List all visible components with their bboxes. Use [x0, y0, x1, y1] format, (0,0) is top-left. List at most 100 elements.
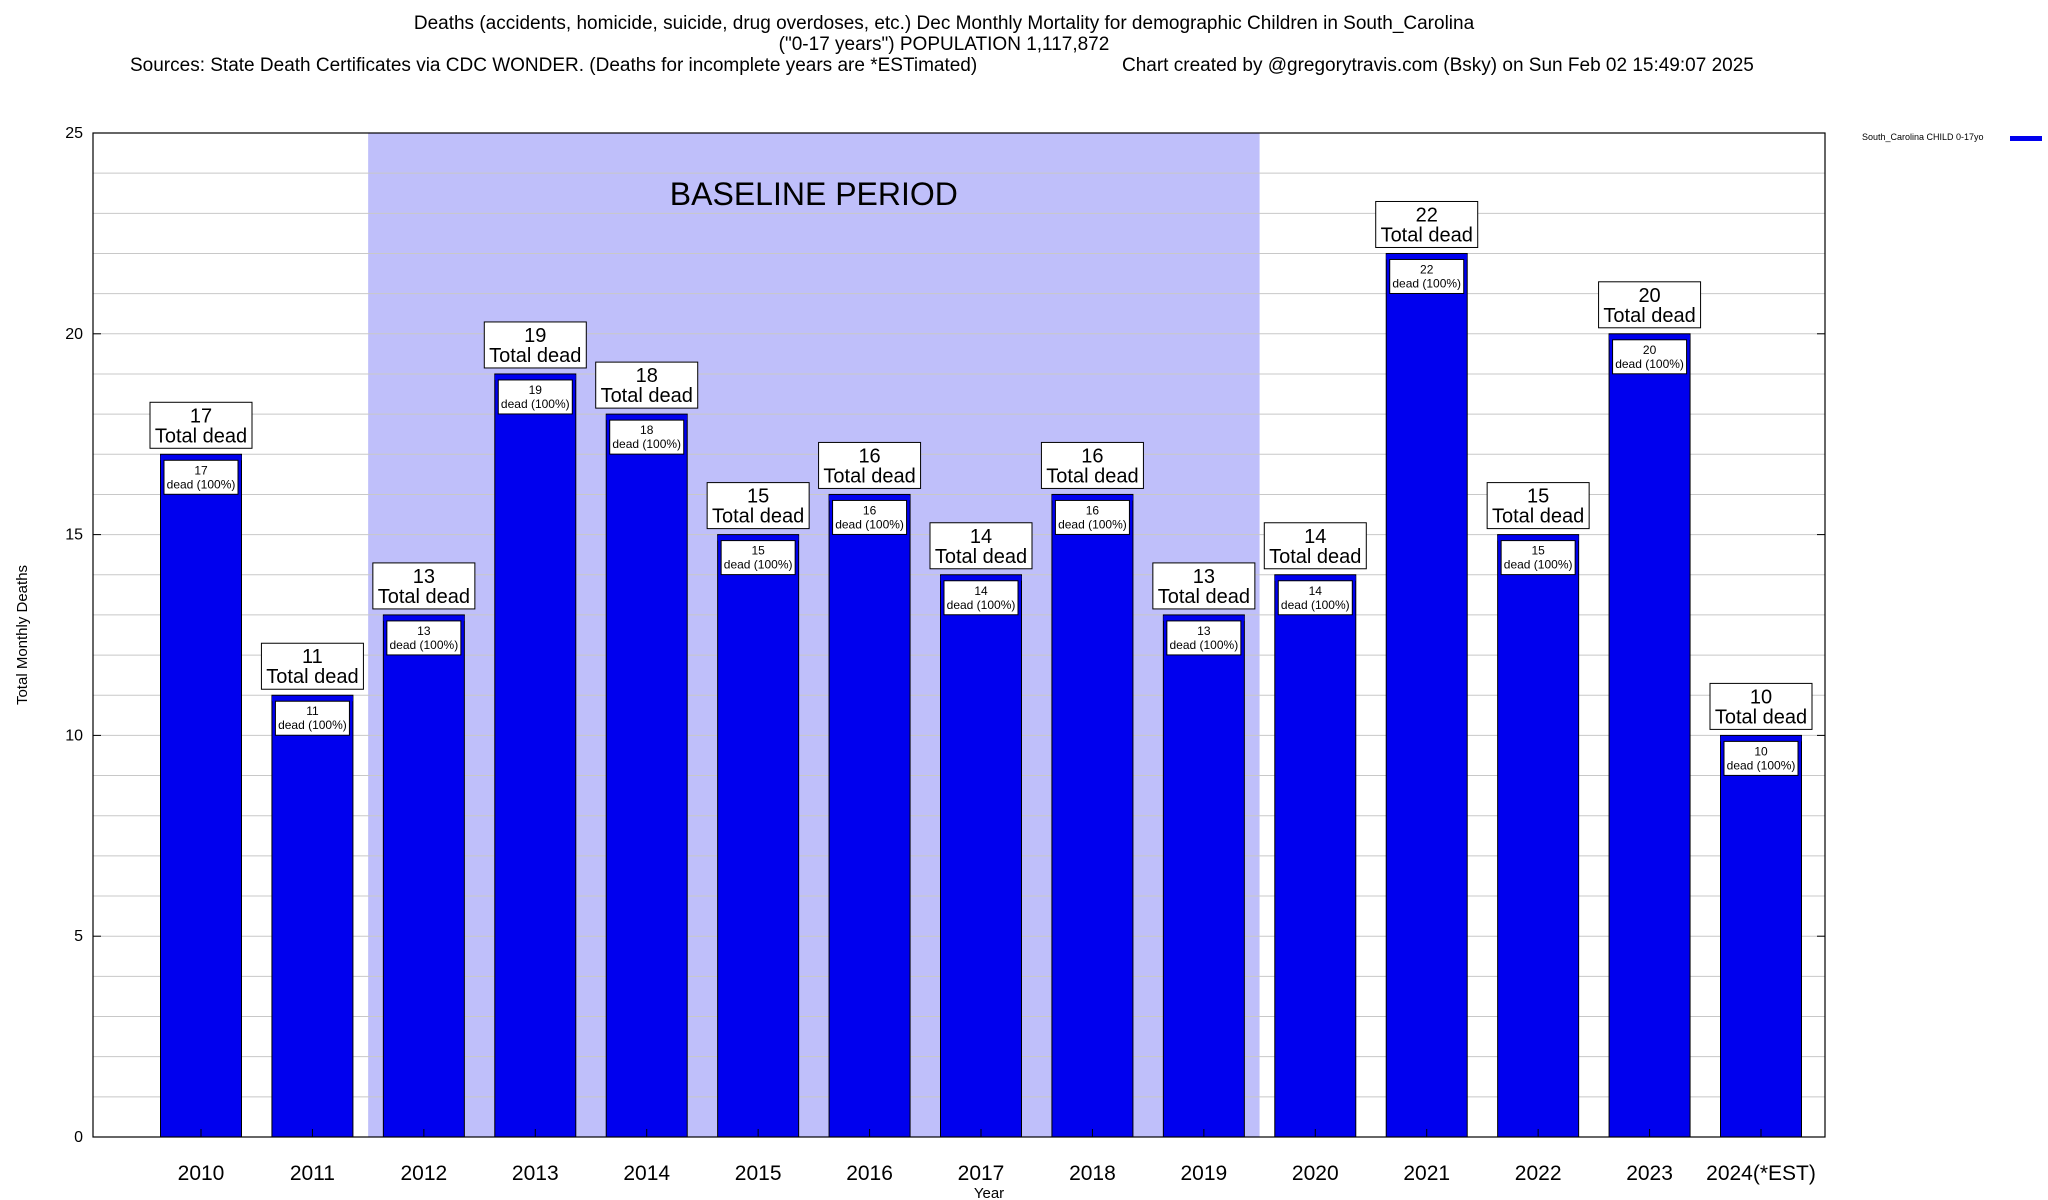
y-tick-label: 5 [74, 928, 83, 945]
inner-value-label: 13 [417, 624, 431, 638]
total-dead-label: Total dead [601, 385, 693, 407]
inner-value-label: 10 [1754, 744, 1768, 758]
total-label-box [1598, 281, 1702, 329]
inner-label-box [1612, 339, 1688, 375]
y-tick-label: 25 [65, 125, 83, 142]
inner-label-box [497, 379, 573, 415]
inner-percent-label: dead (100%) [1281, 598, 1350, 612]
total-value-label: 13 [413, 566, 435, 588]
bar-cap [383, 615, 465, 621]
total-dead-label: Total dead [489, 345, 581, 367]
x-tick-label: 2016 [846, 1162, 893, 1185]
inner-percent-label: dead (100%) [612, 437, 681, 451]
inner-label-box [274, 700, 350, 736]
x-tick-label: 2022 [1515, 1162, 1562, 1185]
bar-cap [1163, 615, 1245, 621]
inner-percent-label: dead (100%) [1727, 758, 1796, 772]
inner-value-label: 16 [863, 503, 877, 517]
total-value-label: 16 [1081, 445, 1103, 467]
baseline-period-label: BASELINE PERIOD [670, 176, 958, 212]
inner-percent-label: dead (100%) [1169, 638, 1238, 652]
x-tick-label: 2018 [1069, 1162, 1116, 1185]
x-tick-label: 2013 [512, 1162, 559, 1185]
total-value-label: 15 [1527, 486, 1549, 508]
x-tick-label: 2021 [1403, 1162, 1450, 1185]
legend-swatch [2010, 136, 2042, 141]
inner-percent-label: dead (100%) [1392, 276, 1461, 290]
inner-label-box [1723, 740, 1799, 776]
total-dead-label: Total dead [1715, 706, 1807, 728]
total-value-label: 10 [1750, 686, 1772, 708]
total-value-label: 14 [1304, 526, 1326, 548]
bar [1497, 534, 1580, 1138]
total-value-label: 20 [1638, 285, 1660, 307]
bar [1608, 333, 1691, 1138]
total-dead-label: Total dead [935, 546, 1027, 568]
bar [494, 373, 577, 1138]
chart-sources: Sources: State Death Certificates via CD… [130, 55, 978, 76]
total-label-box [149, 401, 253, 449]
total-value-label: 14 [970, 526, 992, 548]
inner-label-box [1166, 620, 1242, 656]
inner-percent-label: dead (100%) [501, 397, 570, 411]
x-tick-label: 2010 [178, 1162, 225, 1185]
bar [271, 694, 354, 1138]
x-tick-label: 2019 [1180, 1162, 1227, 1185]
inner-percent-label: dead (100%) [1504, 558, 1573, 572]
total-value-label: 15 [747, 486, 769, 508]
plot-frame [92, 132, 1826, 1138]
inner-label-box [1054, 499, 1130, 535]
bar [940, 574, 1022, 1138]
total-value-label: 11 [302, 646, 323, 668]
bar [1720, 734, 1802, 1138]
x-tick-label: 2024(*EST) [1706, 1162, 1816, 1185]
inner-percent-label: dead (100%) [278, 718, 347, 732]
bar [382, 614, 465, 1138]
inner-value-label: 22 [1420, 262, 1434, 276]
total-label-box [260, 642, 364, 690]
bar [605, 413, 688, 1138]
inner-value-label: 16 [1086, 503, 1100, 517]
total-label-box [595, 361, 699, 409]
y-axis-label: Total Monthly Deaths [14, 565, 31, 705]
x-tick-label: 2017 [958, 1162, 1005, 1185]
x-tick-label: 2014 [623, 1162, 670, 1185]
bar [828, 493, 911, 1138]
inner-label-box [386, 620, 462, 656]
bar [1162, 614, 1245, 1138]
total-dead-label: Total dead [1603, 305, 1695, 327]
inner-percent-label: dead (100%) [167, 477, 236, 491]
bar-cap [160, 455, 242, 461]
total-value-label: 18 [636, 365, 658, 387]
chart-title: Deaths (accidents, homicide, suicide, dr… [413, 13, 1475, 34]
total-label-box [1709, 682, 1813, 730]
bar [1274, 574, 1357, 1138]
total-label-box [1263, 522, 1367, 570]
inner-value-label: 14 [974, 584, 988, 598]
total-value-label: 22 [1416, 204, 1438, 226]
bar-cap [829, 495, 911, 501]
total-dead-label: Total dead [1046, 465, 1138, 487]
x-axis-label: Year [974, 1185, 1004, 1200]
total-dead-label: Total dead [1381, 224, 1473, 246]
inner-label-box [832, 499, 908, 535]
bar-cap [494, 374, 576, 380]
bar-cap [1051, 495, 1133, 501]
inner-value-label: 20 [1643, 343, 1657, 357]
inner-label-box [1389, 258, 1465, 294]
bar-cap [1720, 736, 1802, 742]
inner-value-label: 15 [1531, 544, 1545, 558]
inner-label-box [943, 580, 1019, 616]
inner-percent-label: dead (100%) [1058, 517, 1127, 531]
chart-credit: Chart created by @gregorytravis.com (Bsk… [1122, 55, 1754, 76]
total-dead-label: Total dead [823, 465, 915, 487]
inner-percent-label: dead (100%) [389, 638, 458, 652]
total-label-box [818, 441, 922, 489]
inner-label-box [1277, 580, 1353, 616]
total-label-box [706, 482, 810, 530]
bar [1385, 252, 1468, 1138]
total-value-label: 17 [190, 405, 212, 427]
total-dead-label: Total dead [1269, 546, 1361, 568]
legend-label: South_Carolina CHILD 0-17yo [1862, 132, 1984, 142]
